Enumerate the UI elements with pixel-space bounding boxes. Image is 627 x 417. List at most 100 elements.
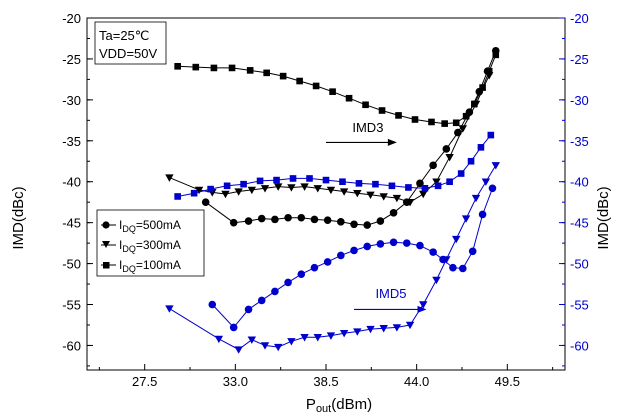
x-axis-label-sub: out [316, 403, 331, 415]
data-point-triangle [313, 185, 322, 193]
data-point-triangle [491, 162, 500, 170]
data-point-triangle [274, 183, 283, 191]
data-point-circle [389, 238, 398, 247]
condition-vdd: VDD=50V [99, 46, 157, 61]
conditions-box: Ta=25℃ VDD=50V [94, 21, 167, 65]
data-point-square [462, 112, 470, 120]
data-point-square [434, 182, 442, 190]
data-point-circle [376, 217, 385, 225]
data-point-circle [284, 278, 292, 287]
data-point-square [428, 118, 435, 126]
data-point-triangle [366, 191, 375, 200]
data-point-circle [337, 251, 345, 260]
series-layer [165, 46, 500, 354]
series-4-triangle-down [165, 162, 500, 354]
legend-label-300ma: IDQ=300mA [119, 238, 181, 254]
data-point-circle [201, 198, 210, 206]
data-point-triangle [353, 328, 362, 336]
data-point-circle [350, 220, 358, 229]
condition-temperature: Ta=25℃ [99, 28, 149, 43]
data-point-square [477, 144, 485, 151]
data-point-circle [459, 264, 467, 273]
data-point-square [467, 157, 475, 165]
data-point-circle [402, 239, 411, 247]
data-point-triangle [165, 305, 174, 313]
left-y-tick-label: -30 [62, 93, 81, 108]
left-y-tick-label: -25 [62, 52, 81, 67]
data-point-square [471, 100, 478, 108]
data-point-circle [310, 263, 319, 272]
data-point-circle [350, 246, 358, 255]
left-y-axis: -20 -25 -30 -35 -40 -45 -50 -55 -60 [62, 11, 93, 367]
data-point-square [322, 176, 330, 184]
data-point-circle [297, 213, 306, 222]
legend-marker-square [103, 262, 110, 269]
series-1-triangle-down [165, 72, 494, 207]
data-point-circle [389, 209, 398, 217]
data-point-circle [488, 184, 497, 193]
data-point-triangle [260, 342, 270, 350]
data-point-triangle [442, 256, 451, 264]
data-point-triangle [313, 334, 322, 342]
data-point-square [279, 72, 287, 80]
left-y-tick-label: -40 [62, 175, 81, 190]
data-point-triangle [194, 186, 204, 195]
left-y-tick-label: -60 [62, 338, 81, 353]
data-point-triangle [339, 329, 349, 338]
data-point-square [296, 77, 303, 85]
x-tick-label: 27.5 [132, 374, 157, 389]
data-point-square [372, 180, 379, 188]
data-point-square [190, 189, 198, 197]
data-point-square [263, 69, 270, 77]
data-point-triangle [419, 301, 428, 309]
data-point-circle [416, 241, 424, 250]
data-point-square [289, 175, 297, 182]
data-point-square [174, 193, 181, 200]
data-point-triangle [419, 190, 428, 199]
data-point-square [273, 176, 280, 184]
data-point-circle [363, 242, 372, 251]
legend-label-500ma: IDQ=500mA [119, 218, 181, 234]
annotation-label: IMD3 [352, 120, 383, 135]
conditions-box-border [94, 21, 167, 65]
data-point-circle [323, 216, 332, 224]
data-point-circle [310, 215, 319, 224]
series-2-square [174, 51, 500, 127]
data-point-square [306, 175, 313, 182]
legend-entry-500ma: IDQ=500mA [101, 218, 181, 234]
data-point-square [421, 184, 429, 192]
data-point-square [457, 170, 465, 177]
data-point-square [362, 101, 369, 109]
data-point-triangle [247, 186, 257, 195]
data-point-triangle [274, 343, 283, 352]
data-point-circle [429, 161, 437, 170]
data-point-circle [442, 145, 451, 153]
data-point-square [228, 64, 236, 72]
data-point-square [405, 184, 412, 191]
data-point-triangle [366, 325, 375, 334]
data-point-circle [257, 214, 266, 223]
legend-entry-300ma: IDQ=300mA [101, 238, 181, 254]
data-point-square [395, 112, 402, 119]
legend-entry-100ma: IDQ=100mA [101, 258, 181, 274]
x-axis: 27.5 33.0 38.5 44.0 49.5 [98, 364, 554, 389]
data-point-square [210, 64, 218, 72]
data-point-triangle [471, 194, 481, 203]
data-point-triangle [326, 332, 336, 340]
annotation-layer: IMD3 IMD5 [326, 120, 427, 313]
x-axis-label-main: P [306, 396, 316, 413]
data-point-square [485, 67, 493, 75]
data-point-circle [468, 247, 477, 256]
legend-marker-triangle [102, 241, 110, 248]
data-point-circle [363, 221, 372, 229]
data-point-triangle [379, 325, 388, 333]
data-point-triangle [458, 125, 468, 133]
data-point-square [246, 67, 254, 74]
data-point-triangle [221, 190, 230, 199]
data-point-triangle [287, 338, 296, 346]
data-point-triangle [326, 186, 336, 195]
data-point-triangle [300, 334, 309, 342]
data-point-triangle [234, 188, 243, 196]
